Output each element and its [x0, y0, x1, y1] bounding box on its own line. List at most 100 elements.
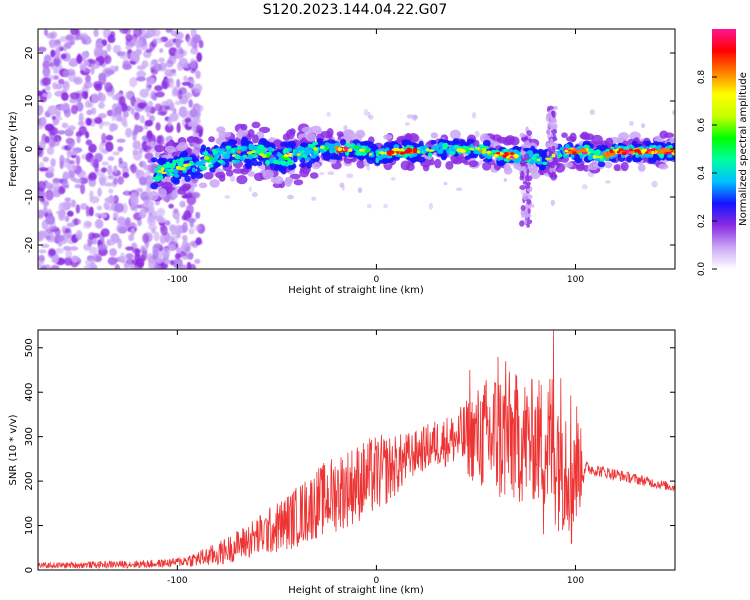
noise-cell — [157, 111, 167, 116]
noise-cell — [76, 135, 81, 144]
noise-cell — [107, 174, 114, 180]
noise-cell — [162, 247, 171, 259]
ridge-cell — [260, 147, 267, 153]
ridge-cell — [642, 140, 652, 146]
noise-cell — [53, 75, 59, 80]
noise-cell — [327, 171, 335, 176]
noise-cell — [58, 202, 66, 213]
noise-cell — [176, 46, 183, 54]
ridge-cell — [547, 128, 551, 135]
noise-cell — [106, 164, 113, 176]
ridge-cell — [230, 148, 236, 153]
noise-cell — [144, 152, 154, 160]
noise-cell — [99, 212, 108, 219]
ridge-cell — [597, 161, 606, 168]
noise-cell — [177, 89, 183, 100]
noise-cell — [149, 140, 155, 148]
noise-cell — [114, 202, 124, 213]
noise-cell — [70, 150, 78, 155]
ridge-cell — [232, 168, 245, 174]
noise-cell — [146, 111, 151, 118]
ridge-cell — [669, 144, 673, 150]
spectrogram-y-axis: -20 -10 0 10 20 — [24, 47, 675, 253]
noise-cell — [52, 253, 60, 264]
noise-cell — [160, 224, 168, 236]
ridge-cell — [526, 168, 530, 176]
ridge-cell — [174, 168, 179, 173]
ridge-cell — [177, 142, 189, 150]
noise-cell — [187, 121, 196, 127]
noise-cell — [195, 104, 204, 112]
ridge-core-cell — [509, 152, 515, 156]
noise-cell — [106, 43, 112, 52]
ridge-cell — [254, 172, 265, 182]
ridge-core-cell — [428, 149, 435, 152]
noise-cell — [104, 82, 113, 93]
noise-cell — [42, 77, 51, 86]
noise-cell — [103, 182, 114, 187]
ridge-cell — [530, 159, 535, 165]
colorbar: 0.0 0.2 0.4 0.6 0.8 Normalized spectral ampl… — [697, 29, 749, 276]
ridge-cell — [523, 153, 530, 161]
noise-cell — [113, 177, 118, 185]
ridge-cell — [273, 176, 284, 185]
ridge-cell — [257, 144, 262, 150]
ridge-cell — [483, 158, 492, 163]
ridge-core-cell — [564, 149, 569, 153]
noise-cell — [164, 220, 171, 226]
ridge-core-cell — [313, 147, 319, 151]
ridge-cell — [533, 153, 540, 157]
noise-cell — [82, 220, 92, 229]
noise-cell — [193, 83, 203, 94]
noise-cell — [178, 57, 188, 69]
ridge-cell — [226, 169, 234, 177]
ridge-cell — [285, 129, 295, 140]
ridge-cell — [329, 149, 333, 153]
ridge-cell — [583, 145, 589, 149]
noise-cell — [589, 109, 595, 115]
noise-cell — [117, 176, 124, 185]
noise-cell — [52, 82, 58, 90]
noise-cell — [85, 206, 90, 217]
ridge-core-cell — [353, 145, 360, 149]
ridge-cell — [453, 144, 460, 150]
noise-cell — [125, 43, 131, 51]
ridge-cell — [570, 153, 575, 159]
noise-cell — [133, 124, 139, 135]
noise-cell — [112, 94, 118, 101]
ridge-core-cell — [347, 149, 352, 152]
ridge-cell — [240, 123, 248, 131]
noise-cell — [76, 101, 84, 112]
ridge-cell — [659, 153, 664, 158]
y-tick-label: 0 — [24, 567, 35, 573]
noise-cell — [92, 253, 101, 262]
noise-cell — [53, 56, 62, 68]
ridge-core-cell — [605, 155, 610, 159]
noise-cell — [55, 116, 63, 121]
ridge-cell — [305, 132, 317, 142]
ridge-cell — [522, 193, 529, 201]
y-tick-label: 200 — [24, 472, 35, 491]
noise-cell — [165, 29, 173, 33]
ridge-cell — [201, 166, 208, 170]
noise-cell — [39, 139, 46, 149]
ridge-cell — [635, 152, 639, 156]
spectrogram-heatmap — [38, 29, 675, 269]
noise-cell — [88, 173, 93, 181]
noise-cell — [148, 205, 156, 213]
noise-cell — [66, 222, 76, 228]
noise-cell — [98, 72, 107, 81]
noise-cell — [125, 127, 133, 138]
ridge-cell — [301, 126, 314, 134]
ridge-cell — [519, 220, 525, 227]
snr-y-axis: 0 100 200 300 400 500 — [24, 338, 675, 573]
ridge-cell — [179, 157, 185, 163]
noise-cell — [86, 117, 92, 126]
noise-cell — [65, 248, 73, 260]
noise-cell — [94, 212, 101, 218]
noise-cell — [108, 188, 114, 194]
noise-cell — [122, 172, 130, 179]
ridge-cell — [309, 172, 319, 179]
noise-cell — [38, 230, 48, 239]
noise-cell — [155, 91, 165, 98]
